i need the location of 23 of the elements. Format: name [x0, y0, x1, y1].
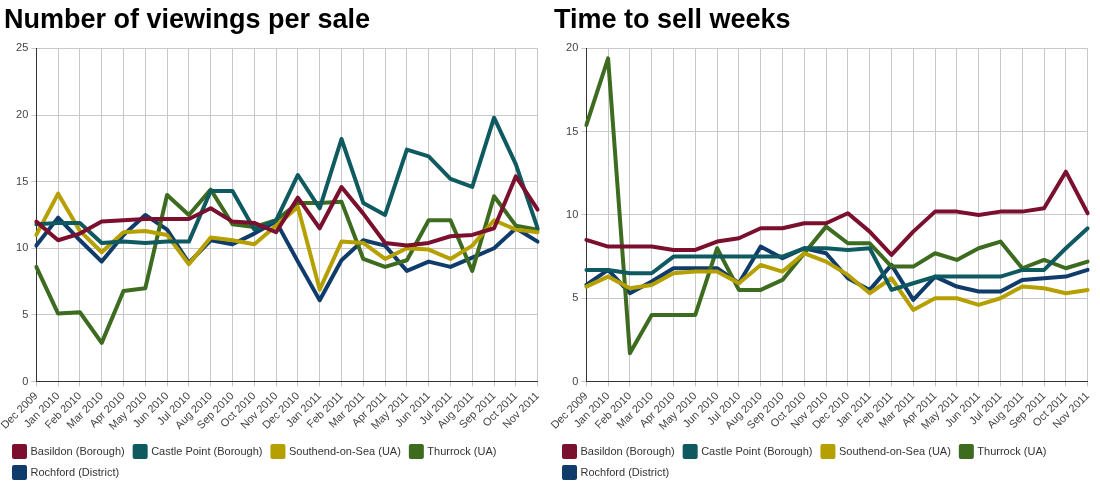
legend-label: Basildon (Borough)	[580, 444, 675, 457]
legend-label: Castle Point (Borough)	[151, 444, 263, 457]
y-tick-label: 15	[566, 124, 579, 137]
y-tick-label: 5	[22, 307, 29, 320]
legend-label: Rochford (District)	[30, 465, 120, 478]
legend-label: Basildon (Borough)	[30, 444, 125, 457]
legend-label: Southend-on-Sea (UA)	[288, 444, 401, 457]
chart-title: Time to sell weeks	[554, 3, 791, 34]
y-tick-label: 15	[16, 174, 29, 187]
y-tick-label: 20	[566, 41, 579, 54]
legend-label: Southend-on-Sea (UA)	[838, 444, 951, 457]
legend-label: Rochford (District)	[580, 465, 670, 478]
y-tick-label: 20	[16, 108, 29, 121]
legend-label: Thurrock (UA)	[427, 444, 497, 457]
y-tick-label: 5	[572, 291, 579, 304]
chart-title: Number of viewings per sale	[4, 3, 371, 34]
legend-label: Thurrock (UA)	[977, 444, 1047, 457]
y-tick-label: 10	[566, 207, 579, 220]
y-tick-label: 10	[16, 241, 29, 254]
y-tick-label: 25	[16, 41, 29, 54]
y-tick-label: 0	[22, 374, 29, 387]
legend-label: Castle Point (Borough)	[701, 444, 813, 457]
y-tick-label: 0	[572, 374, 579, 387]
